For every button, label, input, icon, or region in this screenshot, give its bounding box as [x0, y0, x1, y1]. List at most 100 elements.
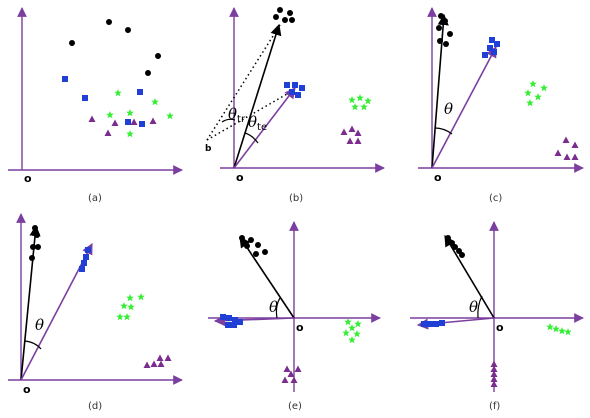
green-point [351, 103, 359, 111]
blue-point [489, 37, 495, 43]
blue-point [237, 319, 243, 325]
black-point [34, 232, 40, 238]
blue-point [295, 92, 301, 98]
green-point [552, 325, 560, 333]
green-point [524, 89, 532, 97]
green-point [529, 80, 537, 88]
purple-point [490, 375, 498, 382]
purple-point [150, 360, 158, 367]
points-black [273, 7, 295, 23]
purple-point [149, 117, 157, 124]
points-purple [88, 115, 157, 136]
caption-a: (a) [88, 193, 102, 204]
purple-point [563, 153, 571, 160]
green-point [348, 336, 356, 344]
caption-f: (f) [489, 401, 500, 412]
blue-point [85, 247, 91, 253]
points-green [342, 318, 362, 344]
black-point [447, 31, 453, 37]
green-point [137, 293, 145, 301]
black-point [443, 41, 449, 47]
purple-point [348, 125, 356, 132]
black-point [277, 7, 283, 13]
blue-point [82, 95, 88, 101]
purple-point [340, 128, 348, 135]
panel-d: o θ (d) [8, 213, 183, 412]
caption-e: (e) [288, 401, 302, 412]
points-black [239, 235, 268, 257]
purple-point [287, 370, 295, 377]
blue-point [482, 52, 488, 58]
purple-point [294, 365, 302, 372]
green-point [120, 302, 128, 310]
blue-point [79, 266, 85, 272]
origin-label: o [236, 171, 244, 184]
blue-point [433, 321, 439, 327]
purple-point [571, 141, 579, 148]
purple-point [164, 354, 172, 361]
blue-point [81, 260, 87, 266]
black-point [255, 242, 261, 248]
black-point [459, 252, 465, 258]
black-point [32, 225, 38, 231]
purple-point [281, 376, 289, 383]
panel-c: o θ (c) [418, 7, 584, 204]
purple-point [143, 361, 151, 368]
black-point [125, 27, 131, 33]
angle-arc [24, 340, 42, 350]
blue-point [284, 82, 290, 88]
green-point [364, 97, 372, 105]
green-point [342, 329, 350, 337]
purple-point [571, 153, 579, 160]
green-point [126, 130, 134, 138]
points-black [69, 19, 161, 76]
caption-d: (d) [88, 401, 102, 412]
points-purple [554, 136, 579, 160]
points-green [524, 80, 548, 107]
green-point [114, 89, 122, 97]
black-point [106, 19, 112, 25]
theta-label: θ [35, 316, 44, 334]
purple-point [490, 360, 498, 367]
green-point [558, 327, 566, 335]
purple-point [111, 119, 119, 126]
black-vector [239, 236, 295, 319]
dotted-line-b-black [206, 24, 281, 141]
green-point [127, 303, 135, 311]
purple-point [88, 115, 96, 122]
points-black [436, 13, 453, 47]
points-blue [220, 314, 243, 328]
black-point [253, 251, 259, 257]
blue-point [421, 321, 427, 327]
blue-point [62, 76, 68, 82]
black-point [442, 18, 448, 24]
green-point [126, 109, 134, 117]
blue-point [231, 322, 237, 328]
caption-b: (b) [289, 193, 303, 204]
blue-point [83, 254, 89, 260]
blue-point [439, 320, 445, 326]
black-point [282, 17, 288, 23]
black-point [262, 249, 268, 255]
blue-point [226, 315, 232, 321]
purple-point [490, 380, 498, 387]
green-point [348, 96, 356, 104]
origin-label: o [496, 321, 504, 334]
points-purple [281, 365, 302, 383]
purple-point [354, 129, 362, 136]
points-green [106, 89, 174, 138]
points-purple [490, 360, 498, 387]
theta-label: θ [269, 298, 278, 316]
black-point [145, 70, 151, 76]
purple-point [130, 118, 138, 125]
panel-f: o θ (f) [410, 221, 584, 412]
purple-vector [233, 87, 296, 169]
points-blue [79, 247, 91, 272]
purple-point [157, 360, 165, 367]
points-purple [143, 354, 172, 368]
green-point [348, 324, 356, 332]
black-point [69, 40, 75, 46]
black-point [452, 244, 458, 250]
blue-point [299, 85, 305, 91]
